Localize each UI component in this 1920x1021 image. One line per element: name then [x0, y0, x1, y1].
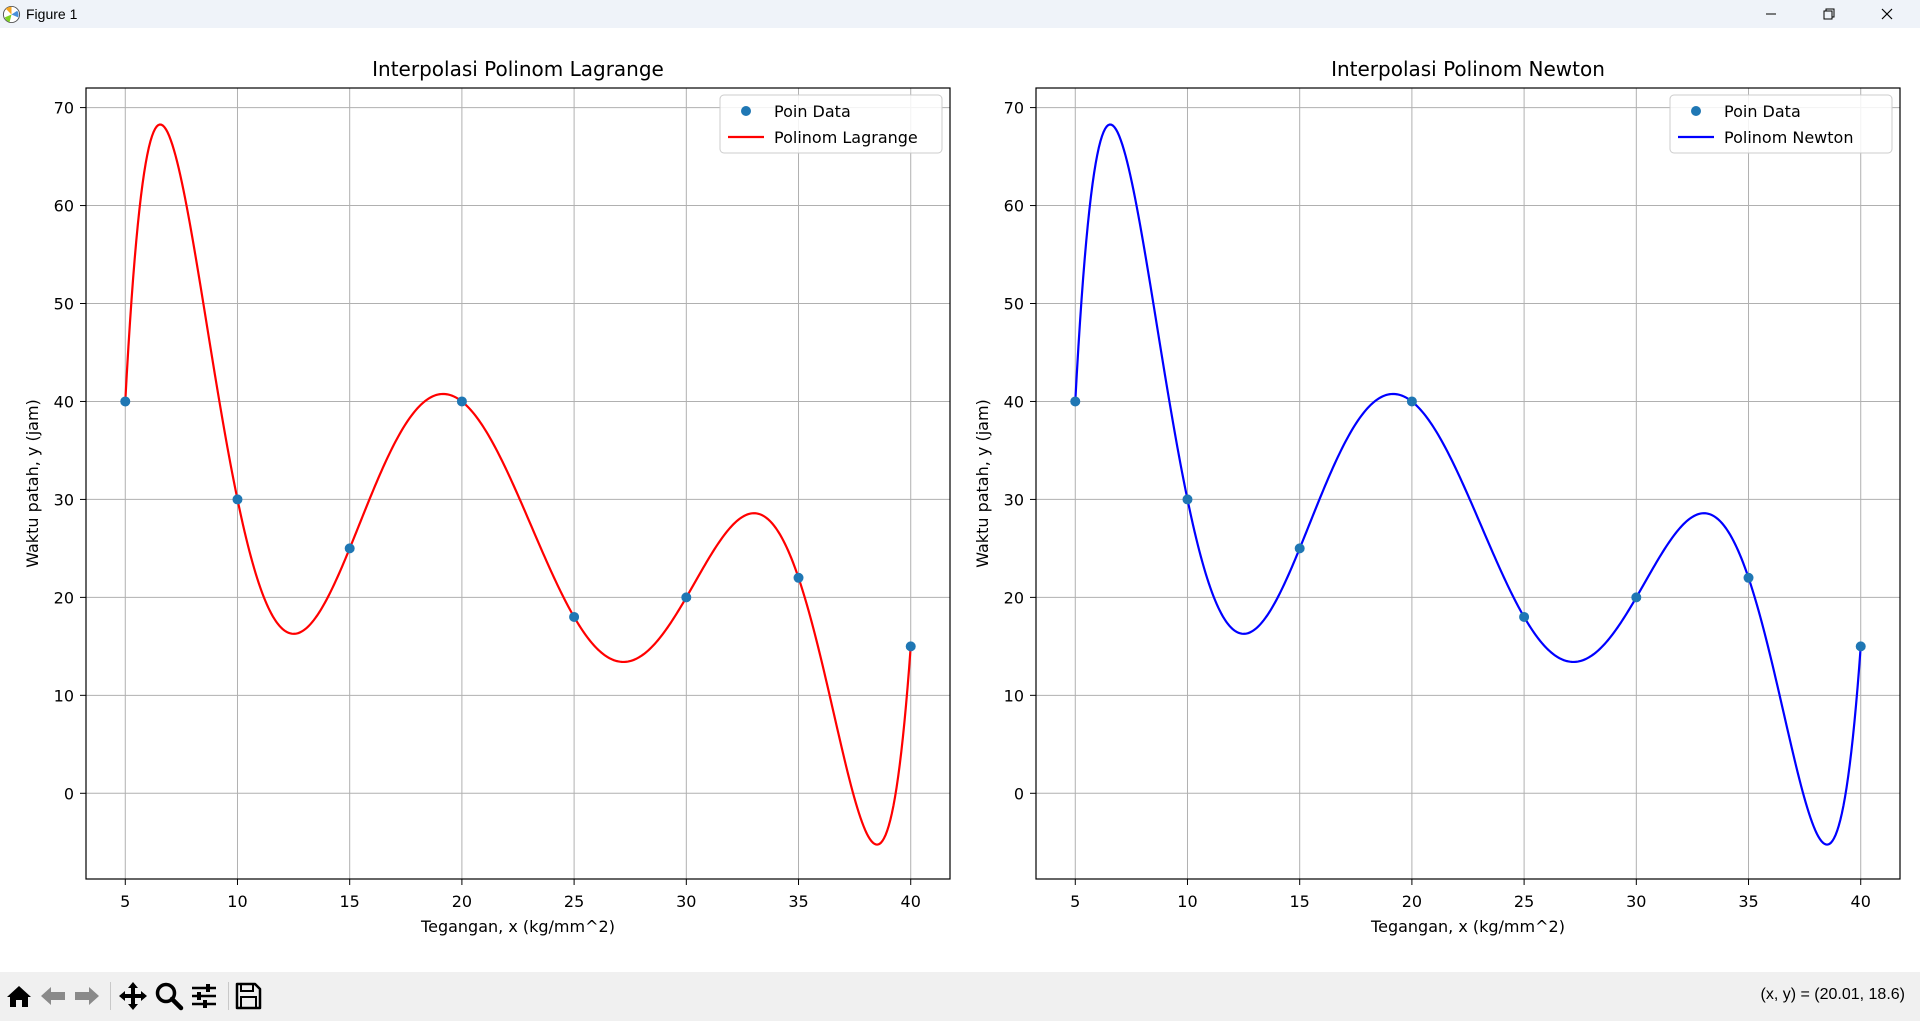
chart-svg: 5 10 15 20 25 30 35 40010203040506070Interpolas… — [23, 57, 1901, 936]
toolbar-separator — [228, 982, 229, 1010]
chart-title: Interpolasi Polinom Lagrange — [372, 57, 664, 81]
data-point — [1631, 592, 1642, 603]
x-tick-label: 5 — [1070, 892, 1080, 911]
x-tick-label: 5 — [120, 892, 130, 911]
x-tick-label: 35 — [788, 892, 808, 911]
configure-subplots-icon[interactable] — [188, 980, 220, 1012]
y-axis-label: Waktu patah, y (jam) — [23, 399, 42, 568]
x-axis-label: Tegangan, x (kg/mm^2) — [420, 917, 615, 936]
x-tick-label: 15 — [340, 892, 360, 911]
interpolation-curve — [1074, 123, 1862, 846]
y-tick-label: 20 — [54, 588, 74, 607]
toolbar-separator — [110, 982, 111, 1010]
y-tick-label: 30 — [1004, 490, 1024, 509]
subplot-0: 5 10 15 20 25 30 35 40 0 10 20 30 40 50 60 70 Interpolas… — [23, 57, 951, 936]
legend-marker-points — [1691, 106, 1701, 116]
y-tick-label: 30 — [54, 490, 74, 509]
data-point — [1294, 543, 1305, 554]
minimize-icon — [1766, 13, 1776, 15]
data-point — [1743, 572, 1754, 583]
x-tick-label: 10 — [1177, 892, 1197, 911]
legend-label-points: Poin Data — [1724, 102, 1801, 121]
navigation-toolbar: (x, y) = (20.01, 18.6) — [0, 972, 1920, 1021]
legend-box — [1669, 94, 1893, 154]
legend-label-curve: Polinom Lagrange — [774, 128, 918, 147]
x-tick-label: 20 — [1402, 892, 1422, 911]
data-point — [120, 396, 131, 407]
x-tick-label: 15 — [1290, 892, 1310, 911]
data-point — [232, 494, 243, 505]
interpolation-curve — [124, 123, 912, 846]
data-point — [1406, 396, 1417, 407]
data-point — [905, 641, 916, 652]
data-point — [569, 611, 580, 622]
axes-frame — [85, 87, 951, 880]
legend-box — [719, 94, 943, 154]
minimize-button[interactable] — [1742, 0, 1800, 28]
x-tick-label: 25 — [564, 892, 584, 911]
legend-label-points: Poin Data — [774, 102, 851, 121]
legend-marker-points — [741, 106, 751, 116]
y-tick-label: 40 — [1004, 392, 1024, 411]
y-tick-label: 50 — [54, 295, 74, 314]
chart-title: Interpolasi Polinom Newton — [1331, 57, 1605, 81]
close-icon — [1881, 8, 1893, 20]
y-tick-label: 70 — [54, 99, 74, 118]
y-tick-label: 60 — [54, 197, 74, 216]
data-point — [344, 543, 355, 554]
restore-button[interactable] — [1800, 0, 1858, 28]
zoom-magnifier-icon[interactable] — [153, 980, 185, 1012]
y-tick-label: 20 — [1004, 588, 1024, 607]
x-tick-label: 35 — [1738, 892, 1758, 911]
data-point — [1519, 611, 1530, 622]
window-title: Figure 1 — [26, 6, 78, 22]
y-tick-label: 60 — [1004, 197, 1024, 216]
restore-icon — [1823, 8, 1835, 20]
save-floppy-icon[interactable] — [232, 980, 264, 1012]
axes-frame — [1035, 87, 1901, 880]
y-tick-label: 0 — [64, 784, 74, 803]
back-arrow-icon[interactable] — [37, 980, 69, 1012]
data-point — [1855, 641, 1866, 652]
data-point — [1070, 396, 1081, 407]
x-tick-label: 30 — [1626, 892, 1646, 911]
subplot-1: 5 10 15 20 25 30 35 40 0 10 20 30 40 50 60 70 Interpolas… — [973, 57, 1901, 936]
x-tick-label: 20 — [452, 892, 472, 911]
close-button[interactable] — [1858, 0, 1916, 28]
data-point — [793, 572, 804, 583]
y-tick-label: 10 — [54, 686, 74, 705]
x-tick-label: 40 — [901, 892, 921, 911]
y-tick-label: 0 — [1014, 784, 1024, 803]
y-tick-label: 40 — [54, 392, 74, 411]
y-tick-label: 70 — [1004, 99, 1024, 118]
figure-canvas[interactable]: 5 10 15 20 25 30 35 40 0 10 20 30 40 50 60 70 Interpolas… — [0, 28, 1920, 972]
y-tick-label: 10 — [1004, 686, 1024, 705]
forward-arrow-icon[interactable] — [71, 980, 103, 1012]
x-tick-label: 40 — [1851, 892, 1871, 911]
legend-label-curve: Polinom Newton — [1724, 128, 1853, 147]
matplotlib-app-icon — [2, 5, 21, 24]
pan-move-icon[interactable] — [117, 980, 149, 1012]
cursor-coordinates: (x, y) = (20.01, 18.6) — [1760, 986, 1905, 1003]
y-axis-label: Waktu patah, y (jam) — [973, 399, 992, 568]
window-titlebar: Figure 1 — [0, 0, 1920, 28]
y-tick-label: 50 — [1004, 295, 1024, 314]
x-tick-label: 30 — [676, 892, 696, 911]
x-tick-label: 25 — [1514, 892, 1534, 911]
home-icon[interactable] — [3, 980, 35, 1012]
data-point — [456, 396, 467, 407]
data-point — [1182, 494, 1193, 505]
data-point — [681, 592, 692, 603]
x-axis-label: Tegangan, x (kg/mm^2) — [1370, 917, 1565, 936]
x-tick-label: 10 — [227, 892, 247, 911]
